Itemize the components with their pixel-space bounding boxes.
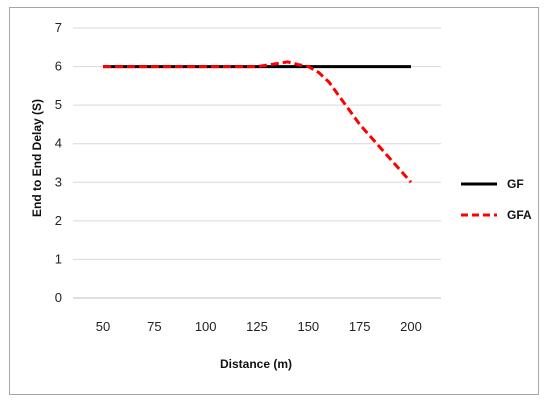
y-axis-title: End to End Delay (S) bbox=[30, 99, 44, 217]
y-tick-label: 1 bbox=[55, 251, 62, 266]
x-tick-label: 100 bbox=[195, 319, 217, 334]
y-tick-label: 4 bbox=[55, 136, 62, 151]
series-line-gfa bbox=[103, 60, 413, 184]
series-lines bbox=[103, 60, 413, 184]
legend-label-gfa: GFA bbox=[507, 208, 532, 222]
x-tick-label: 125 bbox=[246, 319, 268, 334]
y-tick-label: 5 bbox=[55, 97, 62, 112]
y-tick-label: 7 bbox=[55, 20, 62, 35]
x-tick-label: 150 bbox=[297, 319, 319, 334]
legend-label-gf: GF bbox=[507, 177, 524, 191]
x-tick-labels: 50 75 100 125 150 175 200 bbox=[96, 319, 422, 334]
x-axis-title: Distance (m) bbox=[220, 357, 292, 371]
y-tick-labels: 0 1 2 3 4 5 6 7 bbox=[55, 20, 62, 305]
x-tick-label: 175 bbox=[349, 319, 371, 334]
y-tick-label: 6 bbox=[55, 59, 62, 74]
x-tick-label: 50 bbox=[96, 319, 110, 334]
x-tick-label: 75 bbox=[147, 319, 161, 334]
gridlines bbox=[73, 27, 441, 299]
y-tick-label: 2 bbox=[55, 213, 62, 228]
chart-frame: 0 1 2 3 4 5 6 7 50 75 100 125 150 175 200 End to End … bbox=[9, 7, 539, 395]
x-tick-label: 200 bbox=[400, 319, 422, 334]
line-chart: 0 1 2 3 4 5 6 7 50 75 100 125 150 175 200 End to End … bbox=[30, 20, 532, 371]
y-tick-label: 0 bbox=[55, 290, 62, 305]
legend: GF GFA bbox=[461, 177, 532, 222]
y-tick-label: 3 bbox=[55, 174, 62, 189]
